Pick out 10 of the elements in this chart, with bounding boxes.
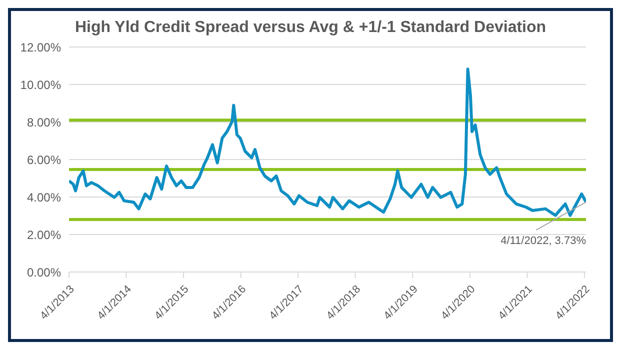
y-tick-label: 10.00% (20, 78, 62, 92)
y-tick-label: 4.00% (26, 190, 62, 204)
y-tick-label: 12.00% (20, 40, 62, 54)
annotation: 4/11/2022, 3.73% (500, 235, 586, 248)
chart-title: High Yld Credit Spread versus Avg & +1/-1 Standard Deviation (74, 19, 548, 37)
line-series (69, 68, 586, 217)
y-tick-label: 0.00% (26, 265, 62, 280)
y-tick-label: 6.00% (26, 152, 62, 167)
y-tick-label: 8.00% (26, 115, 62, 130)
y-tick-label: 2.00% (26, 228, 62, 242)
